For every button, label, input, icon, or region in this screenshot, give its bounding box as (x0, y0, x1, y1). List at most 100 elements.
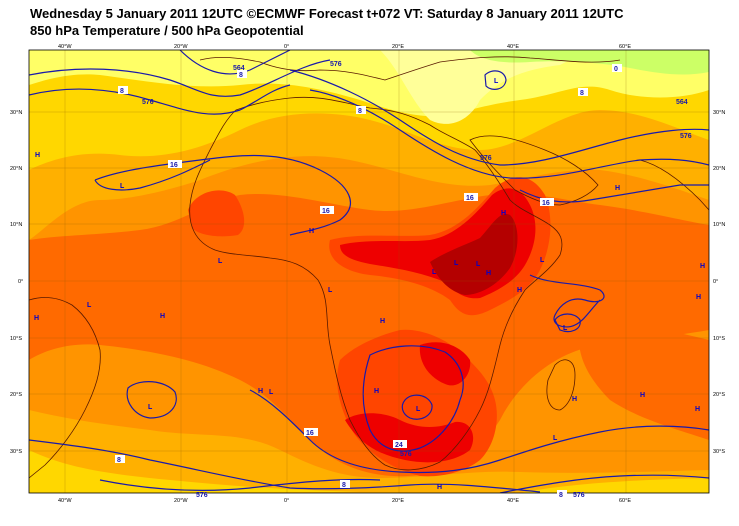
svg-text:24: 24 (395, 442, 403, 449)
svg-text:16: 16 (322, 208, 330, 215)
svg-text:16: 16 (466, 195, 474, 202)
coast-india (639, 159, 709, 211)
svg-text:8: 8 (117, 457, 121, 464)
high-pressure-label: H (374, 388, 379, 395)
svg-text:576: 576 (480, 155, 492, 162)
contour-564-north (179, 50, 291, 75)
lon-bottom-tick: 20°W (174, 498, 188, 504)
high-pressure-label: H (160, 313, 165, 320)
high-pressure-label: H (486, 270, 491, 277)
lon-bottom-tick: 40°W (58, 498, 72, 504)
low-pressure-label: L (87, 302, 92, 309)
geopotential-label: 576 (680, 133, 692, 140)
geopotential-label: 576 (142, 99, 154, 106)
contour-8-south (29, 439, 541, 493)
high-pressure-label: H (258, 388, 263, 395)
lon-top-tick: 60°E (619, 44, 631, 50)
temp-band-pale-yellow (380, 50, 590, 124)
svg-text:16: 16 (306, 430, 314, 437)
svg-text:576: 576 (330, 61, 342, 68)
geopotential-label: 576 (480, 155, 492, 162)
contour-label: 16 (540, 198, 554, 207)
temp-very-hot-east-africa (430, 214, 518, 295)
high-pressure-label: H (696, 294, 701, 301)
lat-left-tick: 20°N (10, 166, 22, 172)
contour-label: 16 (320, 206, 334, 215)
lat-left-tick: 20°S (10, 392, 22, 398)
low-pressure-label: L (563, 325, 568, 332)
contour-label: 0 (612, 64, 622, 73)
lat-left-tick: 10°S (10, 336, 22, 342)
contour-576-south (99, 478, 381, 491)
contour-label: 16 (464, 193, 478, 202)
contour-24-southern-africa (362, 345, 464, 452)
high-pressure-label: H (35, 152, 40, 159)
geopotential-label: 576 (330, 61, 342, 68)
map-title: Wednesday 5 January 2011 12UTC ©ECMWF Fo… (30, 6, 624, 21)
lat-right-tick: 20°S (713, 392, 725, 398)
high-pressure-label: H (572, 396, 577, 403)
geopotential-label: 564 (233, 65, 245, 72)
svg-text:0: 0 (614, 66, 618, 73)
contour-label: 8 (340, 480, 350, 489)
contour-576-central-north (289, 69, 709, 166)
contour-label: 8 (578, 88, 588, 97)
lat-left-tick: 30°S (10, 449, 22, 455)
contour-label: 8 (356, 106, 366, 115)
temp-hot-west-africa (188, 190, 245, 237)
contour-L-southern-africa (401, 394, 433, 420)
high-pressure-label: H (309, 228, 314, 235)
lon-top-tick: 20°E (392, 44, 404, 50)
contour-east-loop (529, 274, 605, 328)
low-pressure-label: L (328, 287, 333, 294)
temp-hot-mozambique (419, 342, 471, 386)
lon-top-tick: 40°W (58, 44, 72, 50)
svg-text:8: 8 (342, 482, 346, 489)
low-pressure-label: L (553, 435, 558, 442)
coast-arabia (469, 135, 599, 206)
lat-right-tick: 10°S (713, 336, 725, 342)
lat-left-tick: 0° (18, 279, 23, 285)
svg-text:8: 8 (358, 108, 362, 115)
contour-L-small-east (554, 313, 581, 333)
temp-band-gold-south-east (520, 478, 709, 493)
lon-top-tick: 20°W (174, 44, 188, 50)
contour-L-south-atlantic (126, 381, 177, 419)
svg-text:576: 576 (400, 451, 412, 458)
lat-left-tick: 30°N (10, 110, 22, 116)
coast-europe (199, 56, 621, 81)
svg-text:576: 576 (573, 492, 585, 499)
geopotential-label: 576 (400, 451, 412, 458)
high-pressure-label: H (517, 287, 522, 294)
low-pressure-label: L (454, 260, 459, 267)
contour-label: 8 (115, 455, 125, 464)
contour-label: 8 (118, 86, 128, 95)
low-pressure-label: L (120, 183, 125, 190)
lat-right-tick: 10°N (713, 222, 725, 228)
temp-hot-southern-africa-inner (345, 413, 474, 463)
high-pressure-label: H (695, 406, 700, 413)
geopotential-label: 576 (196, 492, 208, 499)
contour-L-west-lobe (94, 159, 211, 191)
coast-madagascar (546, 359, 576, 411)
svg-text:8: 8 (580, 90, 584, 97)
lon-bottom-tick: 60°E (619, 498, 631, 504)
low-pressure-label: L (476, 261, 481, 268)
contour-576-north (29, 59, 331, 97)
high-pressure-label: H (640, 392, 645, 399)
svg-text:8: 8 (120, 88, 124, 95)
lat-right-tick: 0° (713, 279, 718, 285)
contours (29, 50, 709, 493)
svg-text:8: 8 (559, 492, 563, 499)
high-pressure-label: H (501, 210, 506, 217)
contour-16-south (249, 389, 709, 474)
contour-16-west (94, 154, 351, 236)
lon-bottom-tick: 0° (284, 498, 289, 504)
pressure-centres: H L L H L H H L H H L L H L L H H L H H … (34, 78, 705, 491)
lon-top-tick: 0° (284, 44, 289, 50)
lat-right-tick: 30°N (713, 110, 725, 116)
coastlines (29, 56, 709, 479)
temp-band-dark-orange-east (579, 325, 709, 440)
map-frame (28, 49, 710, 494)
